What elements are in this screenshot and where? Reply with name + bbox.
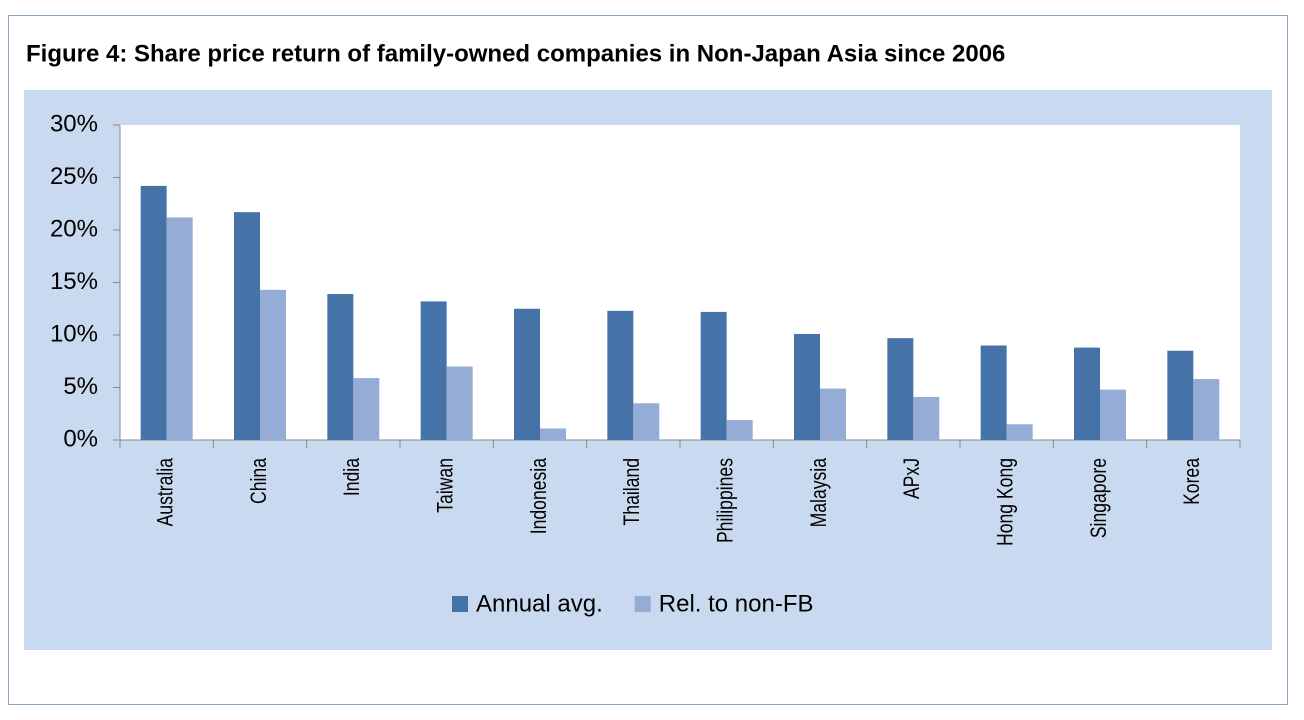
y-tick-label: 20% <box>50 215 98 242</box>
bar <box>140 185 167 440</box>
x-tick-label: Singapore <box>1087 458 1111 538</box>
legend-swatch <box>634 596 651 612</box>
x-tick-label: Philippines <box>714 458 738 543</box>
bar <box>327 294 354 440</box>
bar <box>540 428 566 440</box>
bar <box>446 366 473 440</box>
bar <box>794 333 820 440</box>
x-tick-label: Malaysia <box>807 457 831 527</box>
x-tick-label: Australia <box>154 457 178 526</box>
x-tick-label: China <box>247 457 271 504</box>
bar <box>1193 379 1220 440</box>
y-tick-label: 15% <box>50 268 98 295</box>
plot-area <box>120 125 1240 440</box>
y-tick-label: 30% <box>50 110 98 137</box>
bar <box>980 345 1007 440</box>
bar <box>1006 424 1033 440</box>
bar <box>1074 347 1100 440</box>
bar <box>913 396 940 440</box>
y-tick-label: 25% <box>50 163 98 190</box>
bar <box>420 301 447 440</box>
bar <box>1167 350 1194 440</box>
legend-label: Annual avg. <box>476 590 603 617</box>
legend-swatch <box>452 596 468 612</box>
y-tick-label: 0% <box>63 425 98 452</box>
bar <box>700 311 727 440</box>
bar <box>726 420 753 440</box>
bar <box>887 338 914 440</box>
x-tick-label: Thailand <box>620 458 644 525</box>
bar <box>260 289 286 440</box>
bar <box>353 378 380 440</box>
x-tick-label: Korea <box>1180 457 1204 505</box>
x-tick-label: APxJ <box>900 458 924 499</box>
bar <box>1100 389 1126 440</box>
legend-label: Rel. to non-FB <box>659 590 814 617</box>
x-tick-label: Indonesia <box>527 457 551 534</box>
x-tick-label: Taiwan <box>434 458 458 513</box>
y-tick-label: 5% <box>63 373 98 400</box>
chart-title: Figure 4: Share price return of family-o… <box>26 40 1005 67</box>
bar <box>514 308 540 440</box>
bar <box>607 310 634 440</box>
bar <box>166 217 193 440</box>
x-tick-label: India <box>340 457 364 496</box>
x-tick-label: Hong Kong <box>994 458 1018 546</box>
bar <box>234 212 260 440</box>
bar <box>633 403 660 440</box>
bar <box>820 388 846 440</box>
y-tick-label: 10% <box>50 320 98 347</box>
